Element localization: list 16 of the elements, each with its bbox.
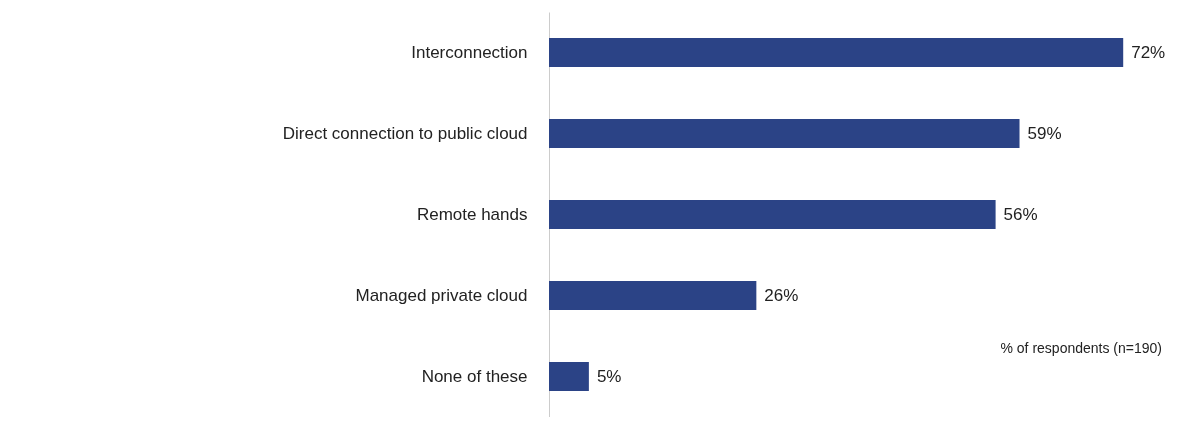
bar [549, 280, 757, 311]
bar [549, 361, 589, 392]
data-label: 26% [764, 285, 799, 305]
data-label: 5% [596, 366, 622, 386]
y-tick-label: Direct connection to public cloud [282, 123, 528, 143]
y-tick-label: Interconnection [411, 42, 528, 62]
bar [549, 118, 1020, 149]
bar [549, 199, 996, 230]
data-label: 56% [1003, 204, 1038, 224]
data-label: 59% [1027, 123, 1062, 143]
y-tick-label: Managed private cloud [355, 285, 528, 305]
y-tick-label: None of these [421, 366, 528, 386]
data-label: 72% [1131, 42, 1166, 62]
y-tick-label: Remote hands [416, 204, 528, 224]
annotation: % of respondents (n=190) [1000, 340, 1162, 356]
bar [549, 37, 1124, 68]
